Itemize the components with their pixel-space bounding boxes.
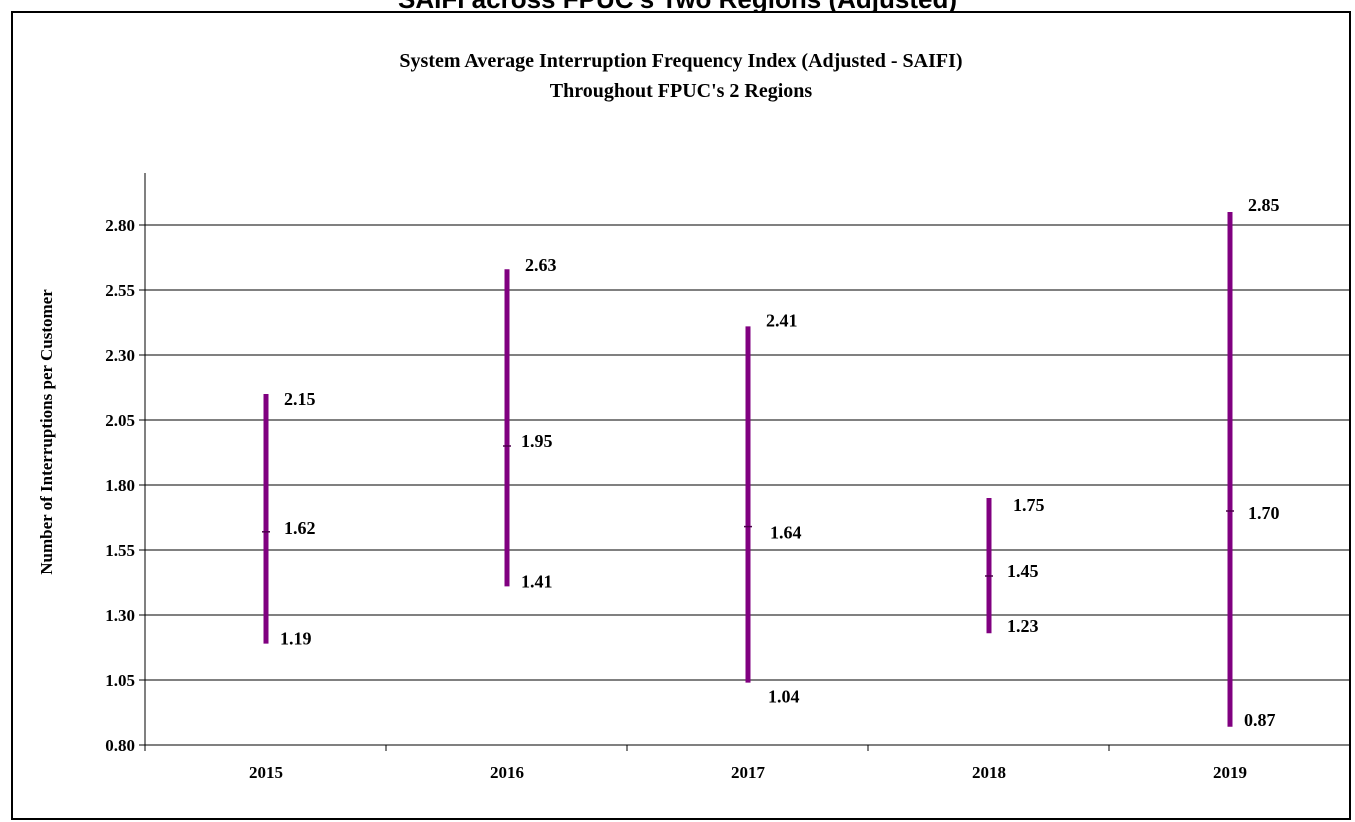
y-tick-label: 2.55 (105, 281, 135, 300)
y-tick-label: 1.05 (105, 671, 135, 690)
chart-subtitle: Throughout FPUC's 2 Regions (549, 80, 813, 102)
y-tick-label: 1.55 (105, 541, 135, 560)
x-tick-label: 2015 (249, 763, 283, 782)
data-label-2015: 2.15 (284, 389, 316, 409)
data-label-2019: 0.87 (1244, 710, 1276, 730)
data-label-2017: 1.04 (768, 687, 800, 707)
data-label-2016: 1.95 (521, 431, 553, 451)
x-tick-label: 2019 (1213, 763, 1247, 782)
y-tick-label: 0.80 (105, 736, 135, 755)
x-tick-label: 2017 (731, 763, 766, 782)
y-tick-label: 2.05 (105, 411, 135, 430)
x-tick-label: 2018 (972, 763, 1006, 782)
data-label-2018: 1.45 (1007, 561, 1039, 581)
data-label-2017: 1.64 (770, 523, 802, 543)
y-axis-title: Number of Interruptions per Customer (37, 289, 56, 575)
page-title: SAIFI across FPUC's Two Regions (Adjuste… (0, 0, 1355, 12)
y-tick-label: 1.30 (105, 606, 135, 625)
data-label-2016: 2.63 (525, 255, 557, 275)
data-label-2018: 1.23 (1007, 616, 1039, 636)
y-tick-label: 2.30 (105, 346, 135, 365)
chart-title-block: System Average Interruption Frequency In… (11, 46, 1351, 106)
range-bars (262, 212, 1234, 727)
data-label-2015: 1.62 (284, 518, 316, 538)
chart-title: System Average Interruption Frequency In… (399, 50, 963, 72)
data-label-2019: 2.85 (1248, 195, 1280, 215)
data-label-2015: 1.19 (280, 629, 312, 649)
x-tick-label: 2016 (490, 763, 524, 782)
y-tick-label: 2.80 (105, 216, 135, 235)
data-label-2018: 1.75 (1013, 495, 1045, 515)
data-label-2019: 1.70 (1248, 503, 1280, 523)
data-label-2017: 2.41 (766, 310, 798, 330)
y-tick-label: 1.80 (105, 476, 135, 495)
chart-frame (11, 11, 1351, 820)
axes: 0.80 1.05 1.30 1.55 1.80 2.05 2.30 2.55 2.80 2015… (105, 173, 1351, 782)
data-labels: 2.15 1.62 1.19 2.63 1.95 1.41 2.41 1.64 1.04 1.75… (280, 195, 1280, 730)
data-label-2016: 1.41 (521, 571, 553, 591)
